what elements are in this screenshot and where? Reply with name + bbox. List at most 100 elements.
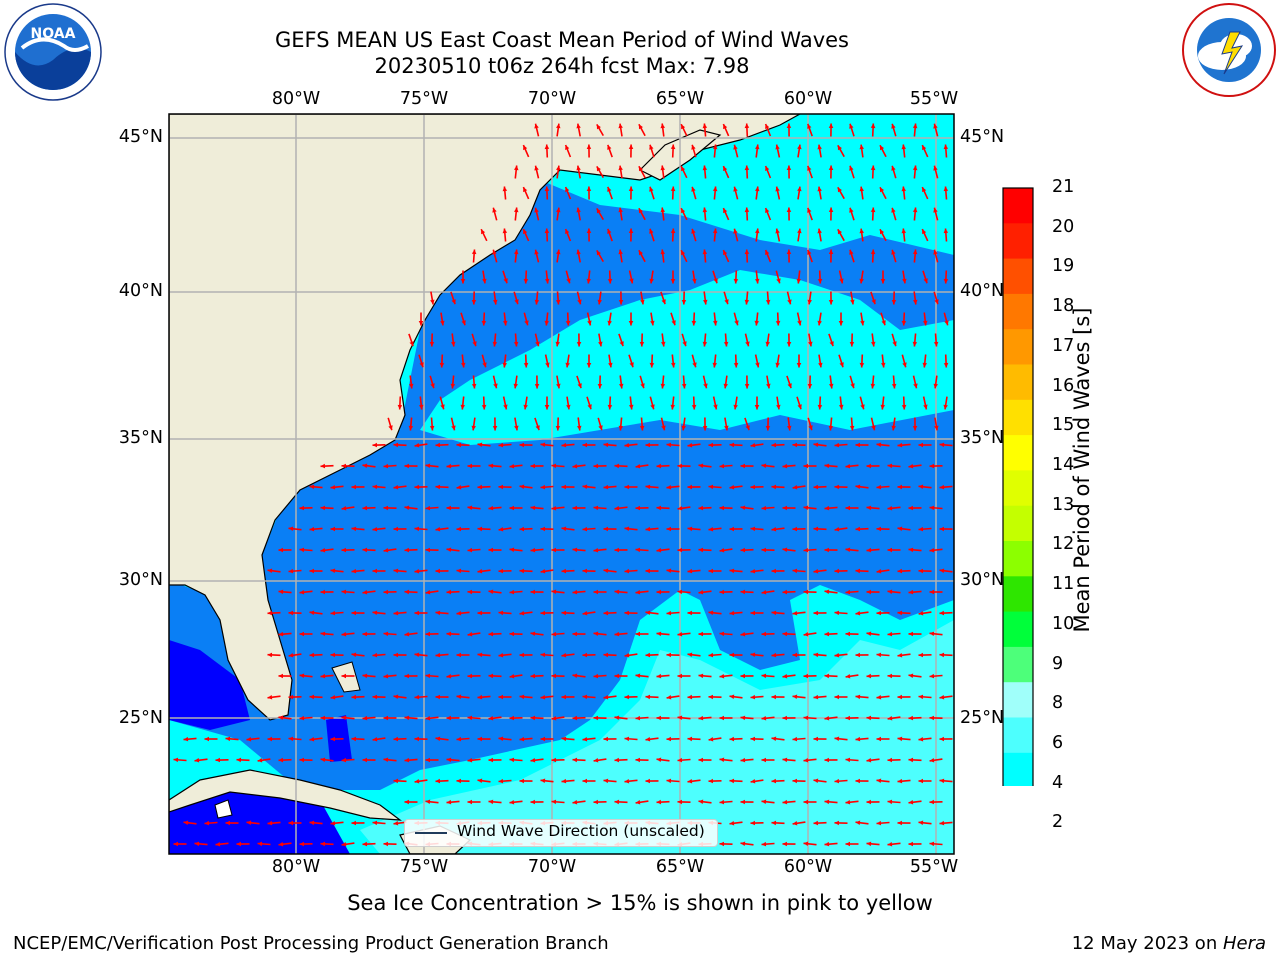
wind-arrow-head [372, 820, 378, 826]
wind-arrow-head [509, 547, 515, 552]
wind-arrow-head [471, 249, 477, 255]
wind-arrow-head [645, 737, 651, 742]
wind-arrow-head [582, 737, 588, 742]
wind-arrow-head [593, 548, 599, 553]
wind-arrow-head [866, 589, 871, 595]
wind-arrow-head [828, 123, 834, 128]
colorbar-tick-label: 18 [1052, 296, 1075, 317]
wind-arrow-head [607, 278, 613, 284]
wind-arrow-head [645, 610, 651, 615]
wind-arrow-head [691, 186, 696, 192]
wind-arrow-head [607, 404, 613, 410]
wind-arrow-head [530, 547, 536, 553]
wind-arrow-head [561, 568, 567, 574]
colorbar-tick-label: 14 [1052, 454, 1075, 475]
wind-arrow-head [719, 799, 725, 805]
wind-arrow-head [803, 505, 809, 510]
wind-arrow-head [807, 299, 812, 305]
lon-label-bottom-70w: 70°W [527, 857, 577, 877]
wind-arrow-head [782, 799, 788, 805]
wind-arrow-head [660, 207, 665, 213]
wind-arrow-head [918, 526, 924, 532]
wind-arrow-head [608, 362, 613, 368]
wind-arrow-head [309, 652, 315, 658]
nws-logo [1182, 3, 1276, 97]
wind-arrow-head [341, 757, 347, 763]
wind-arrow-head [943, 278, 949, 284]
wind-arrow-head [572, 631, 577, 637]
wind-arrow-head [855, 526, 861, 532]
wind-arrow-head [943, 186, 949, 192]
lon-label-top-65w: 65°W [655, 89, 705, 109]
wind-arrow-head [876, 442, 882, 447]
wind-arrow-head [561, 610, 567, 616]
wind-arrow-head [929, 758, 935, 763]
wind-arrow-head [912, 426, 918, 431]
wind-arrow-head [750, 443, 756, 448]
wind-arrow-head [288, 526, 294, 531]
wind-arrow-head [635, 547, 641, 553]
wind-arrow-head [834, 736, 840, 741]
wind-arrow-head [908, 464, 914, 469]
wind-arrow-head [792, 821, 798, 826]
wind-arrow-head [792, 611, 798, 616]
colorbar-tick-label: 20 [1052, 216, 1075, 237]
wind-arrow-head [837, 187, 842, 193]
wind-arrow-head [551, 631, 557, 637]
wind-arrow-head [519, 694, 525, 700]
wind-arrow-head [488, 631, 494, 637]
wind-arrow-head [698, 673, 704, 679]
wind-arrow-head [834, 610, 840, 616]
colorbar-tick-label: 19 [1052, 256, 1075, 277]
wind-arrow-head [876, 695, 882, 700]
wind-arrow-head [740, 589, 746, 595]
wind-arrow-head [765, 299, 771, 305]
wind-arrow-head [582, 568, 587, 574]
wind-arrow-head [792, 442, 797, 448]
wind-arrow-head [845, 757, 851, 763]
wind-arrow-head [519, 611, 525, 616]
wind-arrow-head [691, 228, 696, 234]
wind-arrow-head [534, 249, 539, 255]
wind-arrow-head [576, 342, 582, 347]
wind-arrow-head [514, 425, 519, 431]
wind-arrow-head [887, 673, 892, 679]
lon-label-bottom-65w: 65°W [655, 857, 705, 877]
wind-arrow-head [691, 404, 697, 410]
wind-arrow-head [733, 186, 738, 192]
wind-arrow-head [817, 320, 822, 326]
wind-arrow-head [807, 249, 812, 255]
wind-arrow-head [267, 610, 273, 616]
wind-arrow-head [845, 841, 850, 847]
wind-arrow-head [362, 463, 368, 468]
wind-arrow-head [320, 463, 326, 469]
wind-arrow-head [666, 695, 672, 700]
wind-arrow-head [551, 716, 557, 721]
wind-arrow-head [194, 758, 200, 763]
wind-arrow-head [913, 299, 918, 305]
wind-arrow-head [509, 589, 515, 595]
wind-arrow-head [876, 569, 882, 574]
wind-arrow-head [670, 279, 676, 284]
wind-arrow-head [912, 341, 918, 347]
wind-arrow-head [670, 404, 675, 410]
wind-arrow-head [744, 207, 750, 213]
wind-arrow-head [824, 673, 830, 679]
wind-arrow-head [530, 673, 536, 679]
wind-arrow-head [891, 165, 896, 171]
footer-left: NCEP/EMC/Verification Post Processing Pr… [13, 933, 609, 954]
wind-arrow-head [703, 299, 708, 305]
wind-arrow-head [913, 383, 918, 389]
wind-arrow-head [645, 442, 650, 448]
wind-arrow-head [551, 547, 556, 553]
wind-arrow-head [845, 631, 850, 637]
wind-arrow-head [341, 842, 347, 847]
lon-label-bottom-55w: 55°W [909, 857, 959, 877]
wind-arrow-head [724, 425, 729, 431]
wind-arrow-head [393, 652, 398, 658]
wind-arrow-head [446, 505, 451, 511]
wind-arrow-head [299, 547, 305, 553]
wind-arrow-head [908, 547, 914, 553]
wind-arrow-head [440, 404, 445, 410]
lon-label-top-80w: 80°W [271, 89, 321, 109]
